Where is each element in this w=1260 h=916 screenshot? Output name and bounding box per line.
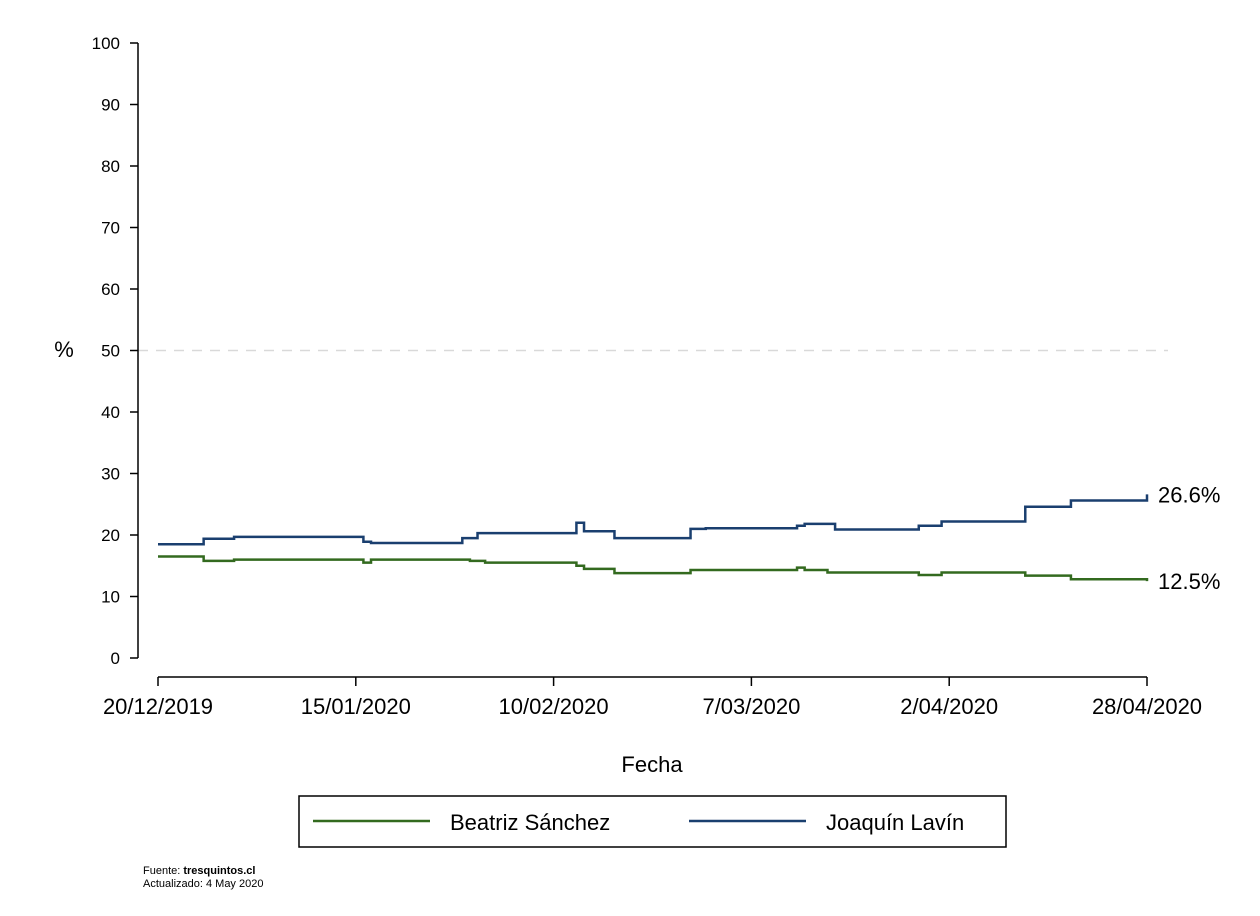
y-tick-label: 50 <box>101 342 120 361</box>
series-line-1 <box>158 494 1149 546</box>
y-tick-label: 60 <box>101 280 120 299</box>
series-line-0 <box>158 555 1149 582</box>
x-axis-title: Fecha <box>621 752 683 777</box>
x-tick-label: 28/04/2020 <box>1092 694 1202 719</box>
footer-source: Fuente: tresquintos.cl <box>143 865 255 877</box>
footer: Fuente: tresquintos.cl Actualizado: 4 Ma… <box>143 865 263 890</box>
y-tick-label: 80 <box>101 157 120 176</box>
legend-label-1: Joaquín Lavín <box>826 810 964 835</box>
footer-source-label: Fuente: <box>143 865 183 877</box>
x-tick-label: 7/03/2020 <box>702 694 800 719</box>
series-end-label-0: 12.5% <box>1158 569 1220 594</box>
series-layer <box>158 494 1149 582</box>
y-tick-label: 20 <box>101 526 120 545</box>
y-tick-label: 0 <box>111 649 120 668</box>
y-tick-label: 90 <box>101 96 120 115</box>
y-axis-title: % <box>54 337 74 362</box>
legend-label-0: Beatriz Sánchez <box>450 810 610 835</box>
y-tick-label: 10 <box>101 588 120 607</box>
y-tick-label: 40 <box>101 403 120 422</box>
y-axis: 0 10 20 30 40 50 60 70 80 90 100 <box>92 34 139 668</box>
x-tick-label: 10/02/2020 <box>499 694 609 719</box>
x-axis: 20/12/2019 15/01/2020 10/02/2020 7/03/2020 2… <box>103 676 1202 719</box>
y-tick-label: 70 <box>101 219 120 238</box>
series-end-label-1: 26.6% <box>1158 482 1220 507</box>
x-tick-label: 15/01/2020 <box>301 694 411 719</box>
x-tick-label: 20/12/2019 <box>103 694 213 719</box>
end-labels: 12.5% 26.6% <box>1158 482 1220 594</box>
y-tick-label: 30 <box>101 465 120 484</box>
footer-source-value: tresquintos.cl <box>183 865 255 877</box>
legend: Beatriz Sánchez Joaquín Lavín <box>298 795 1007 848</box>
footer-updated: Actualizado: 4 May 2020 <box>143 878 263 890</box>
y-tick-label: 100 <box>92 34 120 53</box>
x-tick-label: 2/04/2020 <box>900 694 998 719</box>
